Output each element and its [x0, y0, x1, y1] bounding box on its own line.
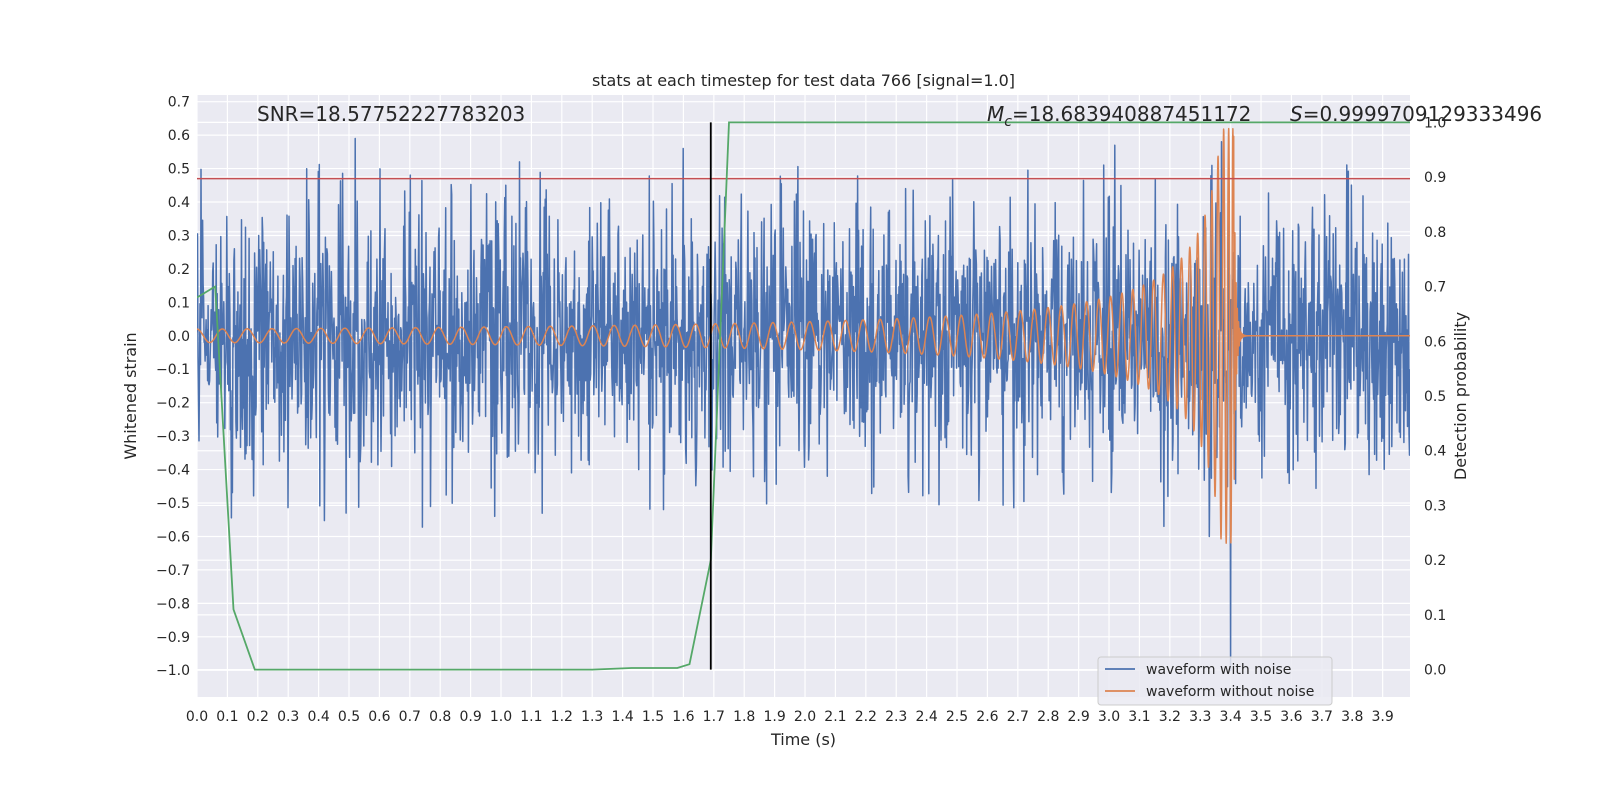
y2-tick-label: 0.4	[1424, 444, 1446, 460]
y2-tick-label: 1.0	[1424, 115, 1446, 131]
x-tick-label: 0.8	[429, 709, 451, 725]
x-tick-label: 3.7	[1311, 709, 1333, 725]
x-tick-label: 0.1	[216, 709, 238, 725]
y-tick-label: −0.1	[156, 362, 190, 378]
x-tick-label: 0.3	[277, 709, 299, 725]
y2-axis-title: Detection probability	[1451, 312, 1470, 480]
x-tick-label: 0.6	[368, 709, 390, 725]
x-tick-label: 3.8	[1341, 709, 1363, 725]
x-tick-label: 0.5	[338, 709, 360, 725]
x-tick-label: 2.4	[915, 709, 937, 725]
x-tick-label: 0.2	[247, 709, 269, 725]
legend: waveform with noise waveform without noi…	[1097, 656, 1333, 706]
y-tick-label: 0.4	[168, 195, 190, 211]
x-tick-label: 1.3	[581, 709, 603, 725]
series-waveform-with-noise	[197, 137, 1410, 671]
x-tick-label: 3.6	[1280, 709, 1302, 725]
y-tick-label: 0.7	[168, 95, 190, 111]
y2-tick-label: 0.7	[1424, 280, 1446, 296]
x-tick-label: 2.9	[1067, 709, 1089, 725]
x-tick-label: 2.5	[946, 709, 968, 725]
x-tick-label: 1.4	[611, 709, 633, 725]
series-waveform-without-noise	[197, 127, 1410, 544]
x-tick-label: 1.1	[520, 709, 542, 725]
y-tick-label: 0.1	[168, 295, 190, 311]
x-tick-label: 1.7	[703, 709, 725, 725]
x-tick-label: 3.5	[1250, 709, 1272, 725]
y-axis-title: Whitened strain	[121, 332, 140, 459]
x-tick-label: 2.1	[824, 709, 846, 725]
x-tick-label: 2.2	[855, 709, 877, 725]
x-tick-label: 2.7	[1007, 709, 1029, 725]
x-tick-label: 2.8	[1037, 709, 1059, 725]
y-tick-label: −0.2	[156, 396, 190, 412]
y2-tick-label: 0.8	[1424, 225, 1446, 241]
chart-title: stats at each timestep for test data 766…	[592, 71, 1015, 90]
y-tick-label: −0.5	[156, 496, 190, 512]
x-tick-label: 3.4	[1220, 709, 1242, 725]
mc-annotation: Mc=18.683940887451172	[987, 102, 1251, 130]
x-tick-label: 2.0	[794, 709, 816, 725]
x-tick-label: 1.9	[763, 709, 785, 725]
x-tick-label: 0.9	[459, 709, 481, 725]
x-tick-label: 1.5	[642, 709, 664, 725]
s-symbol: S	[1290, 102, 1303, 126]
x-tick-label: 2.3	[885, 709, 907, 725]
x-axis-title: Time (s)	[770, 730, 836, 749]
y2-tick-label: 0.3	[1424, 498, 1446, 514]
y-tick-label: −0.6	[156, 529, 190, 545]
y2-tick-label: 0.1	[1424, 608, 1446, 624]
legend-label-with-noise: waveform with noise	[1146, 662, 1291, 678]
x-tick-label: 1.8	[733, 709, 755, 725]
y2-tick-label: 0.0	[1424, 663, 1446, 679]
x-tick-label: 3.2	[1159, 709, 1181, 725]
x-tick-label: 3.1	[1128, 709, 1150, 725]
x-tick-label: 0.4	[307, 709, 329, 725]
y-tick-label: 0.0	[168, 329, 190, 345]
y2-tick-label: 0.5	[1424, 389, 1446, 405]
y-tick-label: 0.2	[168, 262, 190, 278]
y2-tick-label: 0.9	[1424, 170, 1446, 186]
y-tick-label: −1.0	[156, 663, 190, 679]
ticks: 0.0 0.1 0.2 0.3 0.4 0.5 0.6 0.7 0.8 0.9 1.0 1.1 1.2 1…	[156, 95, 1446, 725]
mc-value: =18.683940887451172	[1012, 102, 1251, 126]
x-tick-label: 0.0	[186, 709, 208, 725]
mc-symbol: M	[987, 102, 1004, 126]
y-tick-label: −0.8	[156, 596, 190, 612]
series-detection-probability	[197, 121, 1410, 671]
y2-tick-label: 0.6	[1424, 334, 1446, 350]
x-tick-label: 0.7	[399, 709, 421, 725]
y-tick-label: −0.7	[156, 563, 190, 579]
y-tick-label: −0.3	[156, 429, 190, 445]
s-annotation: S=0.9999709129333496	[1290, 102, 1542, 126]
x-tick-label: 1.2	[551, 709, 573, 725]
x-tick-label: 3.9	[1372, 709, 1394, 725]
x-tick-label: 3.3	[1189, 709, 1211, 725]
x-tick-label: 1.6	[672, 709, 694, 725]
snr-annotation: SNR=18.57752227783203	[257, 102, 525, 126]
x-tick-label: 3.0	[1098, 709, 1120, 725]
y2-tick-label: 0.2	[1424, 553, 1446, 569]
legend-label-without-noise: waveform without noise	[1146, 684, 1314, 700]
x-tick-label: 2.6	[976, 709, 998, 725]
y-tick-label: −0.9	[156, 630, 190, 646]
x-tick-label: 1.0	[490, 709, 512, 725]
s-value: =0.9999709129333496	[1303, 102, 1542, 126]
mc-subscript: c	[1004, 114, 1012, 130]
series-layer	[197, 121, 1410, 671]
y-tick-label: 0.5	[168, 162, 190, 178]
y-tick-label: 0.3	[168, 228, 190, 244]
y-tick-label: 0.6	[168, 128, 190, 144]
y-tick-label: −0.4	[156, 463, 190, 479]
legend-box	[1097, 656, 1333, 706]
